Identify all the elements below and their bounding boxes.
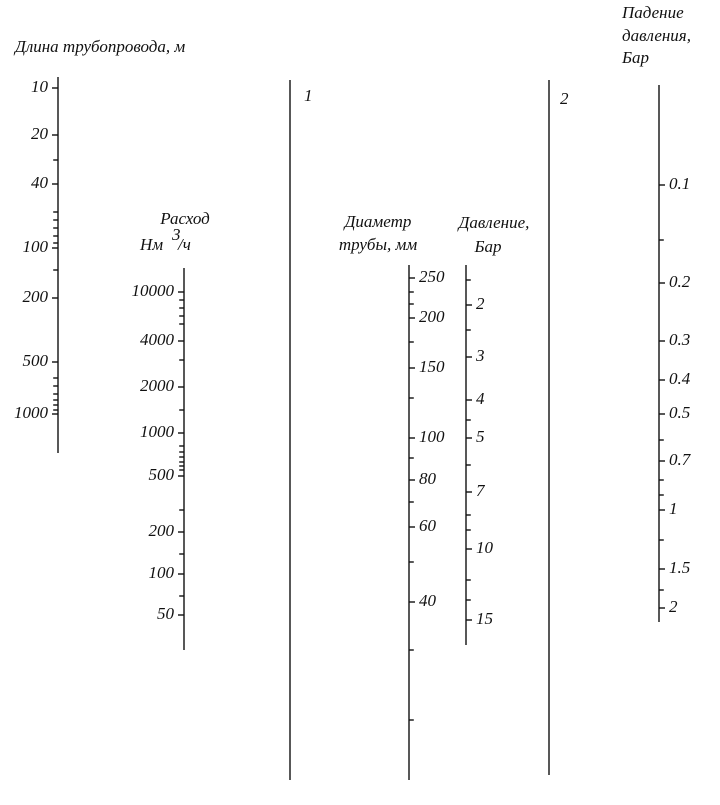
scale-label: 150 — [419, 357, 445, 376]
scale-label: 200 — [23, 287, 49, 306]
scale-label: 2 — [476, 294, 485, 313]
scale-label: 80 — [419, 469, 437, 488]
scale-label: 250 — [419, 267, 445, 286]
scale-label: 0.2 — [669, 272, 691, 291]
scale-title: Диаметр — [343, 212, 412, 231]
scale-title: Бар — [621, 48, 649, 67]
scale-label: 20 — [31, 124, 49, 143]
scale-title: Бар — [473, 237, 501, 256]
scale-title: Падение — [621, 3, 684, 22]
scale-label: 1000 — [140, 422, 175, 441]
scale-label: 1 — [669, 499, 678, 518]
scale-title: трубы, мм — [339, 235, 418, 254]
scale-label: 1000 — [14, 403, 49, 422]
scale-label: 1.5 — [669, 558, 690, 577]
scale-label: 200 — [419, 307, 445, 326]
scale-label: 0.4 — [669, 369, 691, 388]
scale-label: 0.7 — [669, 450, 692, 469]
scale-title: 3 — [171, 225, 181, 244]
scale-label: 200 — [149, 521, 175, 540]
scale-label: 2 — [669, 597, 678, 616]
scale-label: 10000 — [132, 281, 175, 300]
scale-label: 0.5 — [669, 403, 690, 422]
scale-label: 60 — [419, 516, 437, 535]
scale-label: 4 — [476, 389, 485, 408]
scale-label: 500 — [149, 465, 175, 484]
scale-label: 10 — [476, 538, 494, 557]
scale-label: 50 — [157, 604, 175, 623]
scale-label: 40 — [31, 173, 49, 192]
scale-title: давления, — [622, 26, 691, 45]
scale-label: 500 — [23, 351, 49, 370]
scale-label: 10 — [31, 77, 49, 96]
scale-label: 0.3 — [669, 330, 690, 349]
scale-label: 100 — [419, 427, 445, 446]
scale-title: /ч — [177, 235, 191, 254]
scale-label: 3 — [475, 346, 485, 365]
scale-title: Длина трубопровода, м — [13, 37, 185, 56]
scale-title: Расход — [159, 209, 210, 228]
scale-label: 100 — [23, 237, 49, 256]
scale-title: Нм — [139, 235, 163, 254]
reference-label: 2 — [560, 89, 569, 108]
scale-label: 5 — [476, 427, 485, 446]
scale-label: 100 — [149, 563, 175, 582]
scale-label: 7 — [476, 481, 486, 500]
scale-label: 0.1 — [669, 174, 690, 193]
scale-label: 2000 — [140, 376, 175, 395]
scale-label: 40 — [419, 591, 437, 610]
scale-label: 15 — [476, 609, 493, 628]
reference-label: 1 — [304, 86, 313, 105]
scale-title: Давление, — [457, 213, 530, 232]
scale-label: 4000 — [140, 330, 175, 349]
